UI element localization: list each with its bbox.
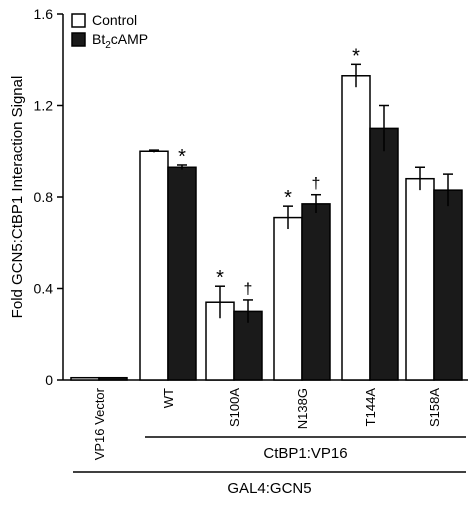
x-axis-labels: VP16 Vector WT S100A N138G T144A S158A (92, 387, 442, 460)
x-tick-label: WT (161, 388, 176, 408)
bar (341, 75, 371, 381)
significance-marker: † (244, 281, 253, 298)
legend-swatch (71, 32, 86, 47)
bar (273, 216, 303, 381)
bar (70, 376, 100, 381)
legend-label-subscript: 2 (105, 40, 111, 51)
legend: Control Bt2cAMP (71, 12, 148, 51)
legend-swatch (71, 13, 86, 28)
group-label: CtBP1:VP16 (263, 445, 347, 462)
x-tick-label: N138G (295, 388, 310, 429)
bars: * * * * † † (70, 45, 463, 381)
significance-marker: † (312, 176, 321, 193)
y-tick-label: 0.4 (34, 281, 54, 297)
legend-label: Control (92, 12, 137, 28)
bar (433, 189, 463, 381)
legend-label-part: cAMP (111, 31, 148, 47)
group-brackets: CtBP1:VP16 GAL4:GCN5 (73, 436, 466, 497)
y-tick-label: 1.2 (34, 98, 54, 114)
bar (301, 203, 331, 381)
bar (405, 177, 435, 381)
significance-marker: * (216, 267, 224, 289)
y-axis-label: Fold GCN5:CtBP1 Interaction Signal (9, 76, 26, 319)
bar (205, 301, 235, 381)
legend-label: Bt2cAMP (92, 31, 148, 51)
bar (98, 376, 128, 381)
x-tick-label: S158A (427, 388, 442, 427)
x-tick-label: VP16 Vector (92, 387, 107, 460)
x-tick-label: T144A (363, 388, 378, 427)
bar (139, 150, 169, 381)
y-tick-label: 1.6 (34, 6, 54, 22)
group-label: GAL4:GCN5 (227, 480, 311, 497)
significance-marker: * (284, 187, 292, 209)
significance-marker: * (178, 146, 186, 168)
y-tick-label: 0 (45, 372, 53, 388)
y-tick-label: 0.8 (34, 189, 54, 205)
significance-marker: * (352, 45, 360, 67)
bar (167, 166, 197, 381)
x-tick-label: S100A (227, 388, 242, 427)
bar (369, 127, 399, 381)
legend-label-part: Bt (92, 31, 105, 47)
y-axis: 0 0.4 0.8 1.2 1.6 (34, 6, 468, 388)
